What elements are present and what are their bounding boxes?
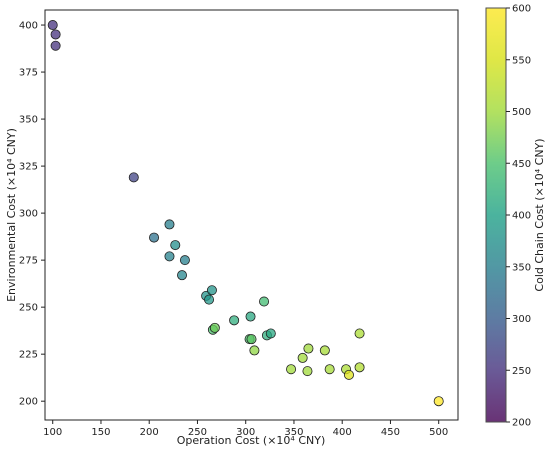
- data-point: [50, 29, 61, 40]
- colorbar-tick-label: 550: [512, 55, 531, 66]
- y-tick-label: 375: [19, 68, 38, 79]
- colorbar-label: Cold Chain Cost (×10⁴ CNY): [533, 138, 546, 291]
- data-point: [206, 285, 217, 296]
- y-tick-label: 250: [19, 303, 38, 314]
- x-axis-ticks: 100 150 200 250 300 350 400 450 500: [43, 420, 448, 438]
- y-tick-label: 200: [19, 397, 38, 408]
- data-point: [170, 240, 181, 251]
- colorbar-tick-label: 600: [512, 4, 531, 15]
- x-tick-label: 250: [188, 427, 207, 438]
- data-point: [177, 270, 188, 281]
- y-axis-label: Environmental Cost (×10⁴ CNY): [5, 128, 18, 302]
- data-point: [128, 172, 139, 183]
- data-points: [47, 20, 444, 407]
- data-point: [164, 251, 175, 262]
- colorbar-tick-label: 200: [512, 418, 531, 429]
- data-point: [249, 345, 260, 356]
- data-point: [259, 296, 270, 307]
- data-point: [303, 343, 314, 354]
- y-tick-label: 400: [19, 21, 38, 32]
- data-point: [319, 345, 330, 356]
- data-point: [302, 366, 313, 377]
- plot-area: [44, 9, 459, 421]
- x-axis-label: Operation Cost (×10⁴ CNY): [177, 434, 326, 447]
- y-tick-label: 300: [19, 209, 38, 220]
- colorbar: [485, 7, 507, 423]
- x-tick-label: 200: [140, 427, 159, 438]
- data-point: [433, 396, 444, 407]
- data-point: [209, 322, 220, 333]
- data-point: [343, 369, 354, 380]
- y-tick-label: 225: [19, 350, 38, 361]
- data-point: [149, 232, 160, 243]
- x-tick-label: 450: [381, 427, 400, 438]
- y-axis-ticks: 200 225 250 275 300 325 350 375 400: [19, 21, 45, 408]
- colorbar-tick-label: 300: [512, 314, 531, 325]
- data-point: [324, 364, 335, 375]
- data-point: [164, 219, 175, 230]
- x-tick-label: 350: [284, 427, 303, 438]
- colorbar-ticks: 200 250 300 350 400 450 500 550 600: [506, 4, 531, 429]
- data-point: [286, 364, 297, 375]
- colorbar-tick-label: 400: [512, 211, 531, 222]
- y-tick-label: 325: [19, 162, 38, 173]
- data-point: [354, 362, 365, 373]
- data-point: [229, 315, 240, 326]
- y-tick-label: 350: [19, 115, 38, 126]
- data-point: [265, 328, 276, 339]
- colorbar-tick-label: 350: [512, 262, 531, 273]
- x-tick-label: 300: [236, 427, 255, 438]
- colorbar-tick-label: 450: [512, 159, 531, 170]
- x-tick-label: 500: [429, 427, 448, 438]
- data-point: [50, 40, 61, 51]
- data-point: [354, 328, 365, 339]
- data-point: [246, 334, 257, 345]
- x-tick-label: 400: [333, 427, 352, 438]
- colorbar-tick-label: 250: [512, 366, 531, 377]
- x-tick-label: 100: [43, 427, 62, 438]
- data-point: [204, 294, 215, 305]
- data-point: [245, 311, 256, 322]
- data-point: [297, 352, 308, 363]
- x-tick-label: 150: [91, 427, 110, 438]
- data-point: [47, 20, 58, 31]
- y-tick-label: 275: [19, 256, 38, 267]
- data-point: [179, 255, 190, 266]
- colorbar-tick-label: 500: [512, 107, 531, 118]
